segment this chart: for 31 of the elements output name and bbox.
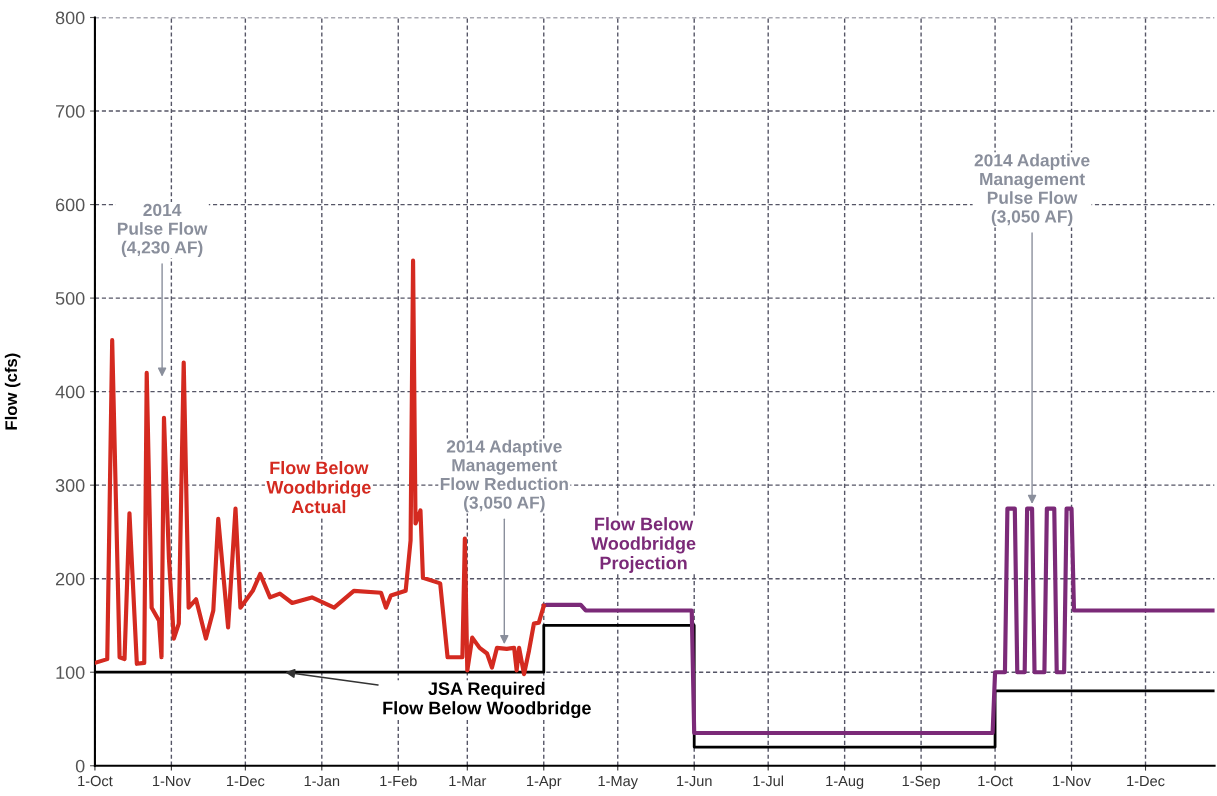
y-tick-label: 800 bbox=[55, 11, 85, 25]
series-label: Flow Below Woodbridge Projection bbox=[591, 517, 696, 573]
series-label: JSA Required Flow Below Woodbridge bbox=[383, 681, 591, 719]
x-tick-label: 1-May bbox=[598, 776, 638, 790]
annotation: 2014 Pulse Flow (4,230 AF) bbox=[117, 203, 208, 257]
y-tick-label: 0 bbox=[75, 759, 85, 773]
annotation: 2014 Adaptive Management Flow Reduction (3,050 AF) bbox=[440, 439, 568, 513]
y-tick-label: 700 bbox=[56, 104, 85, 118]
x-tick-label: 1-Aug bbox=[826, 776, 864, 790]
y-tick-label: 200 bbox=[55, 572, 85, 586]
x-tick-label: 1-Dec bbox=[227, 776, 265, 787]
x-tick-label: 1-Feb bbox=[380, 775, 417, 787]
x-tick-label: 1-Apr bbox=[527, 776, 562, 790]
x-tick-label: 1-Jul bbox=[753, 775, 784, 787]
x-tick-label: 1-Jan bbox=[304, 776, 340, 787]
y-tick-label: 300 bbox=[55, 479, 85, 492]
y-tick-label: 500 bbox=[55, 292, 85, 305]
x-tick-label: 1-Oct bbox=[978, 775, 1013, 787]
x-tick-label: 1-Nov bbox=[1053, 776, 1091, 787]
x-tick-label: 1-Jun bbox=[677, 776, 712, 787]
series-label: Flow Below Woodbridge Actual bbox=[266, 461, 371, 514]
x-tick-label: 1-Sep bbox=[902, 775, 940, 790]
x-tick-label: 1-Nov bbox=[153, 776, 191, 787]
y-axis-title: Flow (cfs) bbox=[4, 353, 21, 430]
y-tick-label: 100 bbox=[56, 666, 85, 679]
x-tick-label: 1-Dec bbox=[1127, 776, 1165, 787]
y-tick-label: 600 bbox=[56, 198, 85, 212]
x-tick-label: 1-Mar bbox=[449, 776, 487, 787]
y-tick-label: 400 bbox=[55, 385, 85, 399]
x-tick-label: 1-Oct bbox=[78, 775, 113, 787]
annotation: 2014 Adaptive Management Pulse Flow (3,050 AF) bbox=[974, 153, 1090, 227]
